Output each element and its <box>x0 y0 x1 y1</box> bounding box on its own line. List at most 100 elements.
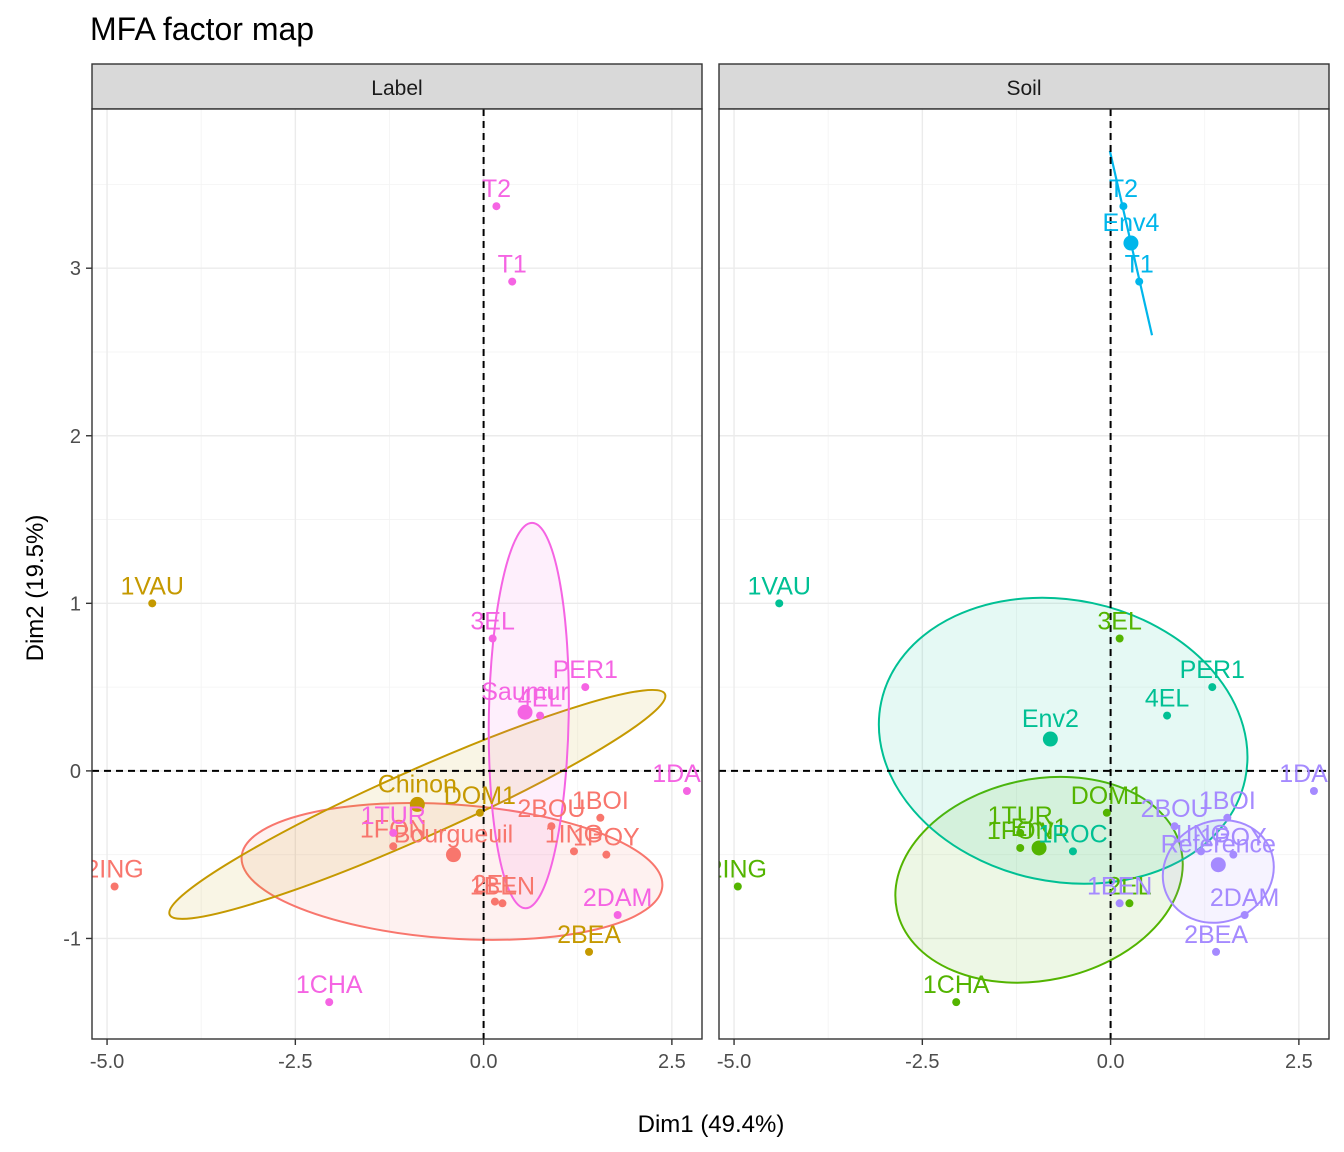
group-center-label: Reference <box>1161 831 1276 859</box>
data-point <box>1208 683 1217 692</box>
data-point <box>1115 634 1124 643</box>
point-label: 2BEA <box>1184 921 1248 949</box>
point-label: 1BEN <box>1087 872 1152 900</box>
group-center <box>409 796 425 812</box>
group-center <box>445 847 461 863</box>
data-point <box>952 998 961 1007</box>
chart-title: MFA factor map <box>90 11 314 47</box>
data-point <box>581 683 590 692</box>
point-label: 1POY <box>573 824 640 852</box>
data-point <box>602 850 611 859</box>
panel-label: Label2ING1FON1BEN2EL1ING1POY1BOI2BOUBour… <box>63 63 721 1073</box>
data-point <box>547 822 556 831</box>
point-label: 2EL <box>1107 872 1152 900</box>
point-label: T1 <box>498 251 527 279</box>
point-label: 1BEN <box>470 872 535 900</box>
data-point <box>1102 808 1111 817</box>
data-point <box>1223 813 1232 822</box>
data-point <box>475 808 484 817</box>
data-point <box>490 897 499 906</box>
group-center-label: Env2 <box>1022 705 1079 733</box>
x-tick-label: 0.0 <box>470 1051 498 1073</box>
data-point <box>585 947 594 956</box>
plot-area: 2ING1FON1BEN2EL1ING1POY1BOI2BOUBourgueui… <box>85 109 721 1039</box>
data-point <box>1115 899 1124 908</box>
data-point <box>1170 822 1179 831</box>
panel-border <box>91 108 703 1040</box>
group-center-label: Env1 <box>1011 814 1068 842</box>
group-center <box>1042 731 1058 747</box>
facet-strip-label: Soil <box>1006 77 1041 100</box>
point-label: PER1 <box>553 656 618 684</box>
point-label: 1CHA <box>296 971 363 999</box>
y-tick-label: 1 <box>70 593 81 615</box>
data-point <box>1068 847 1077 856</box>
point-label: T2 <box>1109 175 1138 203</box>
point-label: 1DAM <box>652 760 721 788</box>
data-point <box>613 911 622 919</box>
point-label: 2BOU <box>517 795 585 823</box>
x-tick-label: 0.0 <box>1097 1051 1125 1073</box>
point-label: 2ING <box>709 856 767 884</box>
point-label: 1CHA <box>923 971 990 999</box>
point-label: 2BEA <box>557 921 621 949</box>
data-point <box>682 787 691 795</box>
group-center-label: Bourgueuil <box>394 821 514 849</box>
plot-area: 2ING1FON1TUR1CHA3ELDOM12ELEnv11VAUPER14E… <box>709 109 1329 1039</box>
data-point <box>733 882 742 891</box>
point-label: 1POY <box>1200 824 1267 852</box>
facet-strip <box>718 63 1330 110</box>
point-label: 1TUR <box>988 802 1053 830</box>
data-point <box>1119 202 1128 211</box>
group-center-label: Saumur <box>481 678 569 706</box>
point-label: 2ING <box>85 856 143 884</box>
point-label: 1BOI <box>1199 787 1256 815</box>
point-label: DOM1 <box>444 782 516 810</box>
group-center <box>1031 840 1047 856</box>
data-point <box>508 277 517 286</box>
point-label: 1TUR <box>361 802 426 830</box>
facet-strip <box>91 63 703 110</box>
panel-soil: Soil2ING1FON1TUR1CHA3ELDOM12ELEnv11VAUPE… <box>709 63 1330 1073</box>
data-point <box>498 899 507 908</box>
data-point <box>148 599 157 608</box>
point-label: 3EL <box>1097 608 1142 636</box>
point-label: 3EL <box>470 608 515 636</box>
point-label: PER1 <box>1180 656 1245 684</box>
y-tick-label: 2 <box>70 426 81 448</box>
y-tick-label: 0 <box>70 761 81 783</box>
point-label: 2EL <box>473 871 518 899</box>
group-center <box>1123 235 1139 251</box>
x-tick-label: 2.5 <box>1285 1051 1313 1073</box>
point-label: 1VAU <box>121 572 184 600</box>
panel-border <box>718 108 1330 1040</box>
panel-background <box>92 109 702 1039</box>
data-point <box>569 847 578 856</box>
data-point <box>1016 828 1025 837</box>
x-tick-label: -2.5 <box>278 1051 312 1073</box>
data-point <box>1240 911 1249 919</box>
y-axis-title: Dim2 (19.5%) <box>22 515 49 662</box>
x-tick-label: -2.5 <box>905 1051 939 1073</box>
data-point <box>492 202 501 211</box>
point-label: 2DAM <box>1210 884 1279 912</box>
y-tick-label: -1 <box>63 928 81 950</box>
panel-background <box>719 109 1329 1039</box>
x-axis-title: Dim1 (49.4%) <box>638 1111 785 1138</box>
data-point <box>110 882 119 891</box>
data-point <box>1125 899 1134 908</box>
point-label: 1ROC <box>1038 820 1107 848</box>
confidence-ellipse <box>877 596 1249 885</box>
data-point <box>389 828 398 837</box>
data-point <box>325 998 334 1007</box>
point-label: 1ING <box>1172 820 1230 848</box>
facet-panels: Label2ING1FON1BEN2EL1ING1POY1BOI2BOUBour… <box>63 63 1330 1073</box>
data-point <box>775 599 784 608</box>
x-tick-label: 2.5 <box>658 1051 686 1073</box>
point-label: DOM1 <box>1071 782 1143 810</box>
data-point <box>1309 787 1318 795</box>
data-point <box>1016 843 1025 852</box>
x-tick-label: -5.0 <box>717 1051 751 1073</box>
data-point <box>1229 850 1238 859</box>
